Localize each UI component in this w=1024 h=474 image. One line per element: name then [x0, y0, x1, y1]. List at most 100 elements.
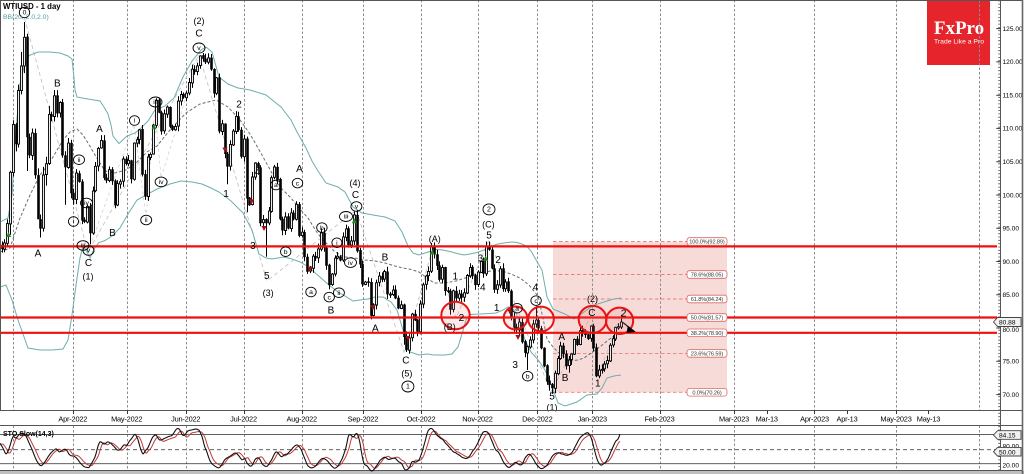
svg-text:Dec-2022: Dec-2022 [522, 415, 553, 424]
svg-text:Mar-2023: Mar-2023 [719, 415, 749, 424]
svg-text:(2): (2) [587, 294, 598, 304]
svg-text:(1): (1) [547, 403, 558, 413]
svg-text:i: i [336, 240, 338, 247]
svg-text:95.00: 95.00 [1003, 226, 1020, 233]
svg-text:2: 2 [236, 100, 242, 111]
svg-text:Mar-13: Mar-13 [756, 415, 778, 424]
svg-text:STO Slow(14,3): STO Slow(14,3) [3, 431, 54, 438]
svg-text:a: a [515, 305, 519, 312]
svg-text:5: 5 [549, 392, 555, 403]
svg-text:23.6%(76.59): 23.6%(76.59) [691, 352, 724, 358]
svg-text:100.0%(92.89): 100.0%(92.89) [689, 240, 725, 246]
svg-text:B: B [328, 306, 335, 317]
svg-text:B: B [562, 373, 569, 384]
svg-text:(B): (B) [444, 322, 456, 332]
svg-text:iii: iii [81, 243, 86, 250]
svg-text:5: 5 [486, 230, 492, 241]
svg-text:Nov-2022: Nov-2022 [462, 415, 493, 424]
svg-text:110.00: 110.00 [1003, 126, 1023, 133]
svg-text:2: 2 [621, 309, 627, 320]
svg-text:b: b [284, 249, 288, 256]
svg-text:Apr-13: Apr-13 [837, 415, 858, 424]
svg-text:3: 3 [250, 241, 256, 252]
svg-text:iii: iii [153, 99, 158, 106]
svg-text:(A): (A) [429, 234, 441, 244]
svg-text:Jun-2022: Jun-2022 [171, 415, 200, 424]
svg-text:(5): (5) [401, 369, 412, 379]
svg-text:78.6%(88.05): 78.6%(88.05) [691, 273, 724, 279]
svg-text:Jul-2022: Jul-2022 [230, 415, 257, 424]
svg-text:1: 1 [223, 189, 229, 200]
svg-text:B: B [54, 79, 61, 90]
svg-text:50.0%(81.57): 50.0%(81.57) [691, 316, 724, 322]
svg-text:80.00: 80.00 [1003, 443, 1020, 450]
svg-text:b: b [320, 225, 324, 232]
svg-text:iv: iv [348, 260, 354, 267]
svg-text:38.2%(78.90): 38.2%(78.90) [691, 331, 724, 337]
svg-text:C: C [195, 29, 202, 40]
svg-text:125.00: 125.00 [1003, 26, 1024, 33]
svg-text:Apr-2023: Apr-2023 [800, 415, 829, 424]
svg-text:100.00: 100.00 [1003, 192, 1024, 199]
svg-text:A: A [96, 124, 103, 135]
svg-text:WTIUSD - 1 day: WTIUSD - 1 day [3, 2, 61, 11]
svg-text:80.00: 80.00 [1003, 327, 1020, 334]
svg-text:115.00: 115.00 [1003, 92, 1023, 99]
svg-text:20.00: 20.00 [1003, 463, 1020, 470]
svg-text:80.88: 80.88 [999, 320, 1016, 327]
svg-text:b: b [526, 373, 530, 380]
svg-text:A: A [35, 249, 42, 260]
svg-text:84.15: 84.15 [999, 433, 1016, 440]
svg-text:Oct-2022: Oct-2022 [407, 415, 436, 424]
svg-text:iii: iii [344, 214, 349, 221]
svg-text:70.00: 70.00 [1003, 392, 1020, 399]
svg-text:May-2022: May-2022 [111, 415, 142, 424]
svg-text:B: B [109, 228, 116, 239]
svg-text:Sep-2022: Sep-2022 [348, 415, 379, 424]
svg-text:a: a [274, 182, 278, 189]
svg-text:c: c [534, 298, 538, 305]
svg-text:C: C [402, 355, 409, 366]
svg-text:FxPro: FxPro [934, 18, 984, 39]
svg-text:Aug-2022: Aug-2022 [286, 415, 317, 424]
svg-text:May-2023: May-2023 [880, 415, 911, 424]
svg-text:B: B [382, 252, 389, 263]
svg-text:C: C [85, 258, 92, 269]
svg-text:C: C [352, 190, 359, 201]
svg-text:3: 3 [512, 360, 518, 371]
svg-text:1: 1 [406, 384, 410, 391]
svg-text:50.00: 50.00 [999, 449, 1016, 456]
svg-text:C: C [588, 308, 595, 319]
svg-text:90.00: 90.00 [1003, 259, 1020, 266]
svg-text:BB(20, 2.0,2.0): BB(20, 2.0,2.0) [3, 14, 49, 21]
svg-text:i: i [73, 219, 75, 226]
svg-text:a: a [309, 289, 313, 296]
svg-text:2: 2 [459, 313, 465, 324]
svg-text:Feb-2023: Feb-2023 [644, 415, 674, 424]
svg-text:1: 1 [595, 378, 601, 389]
svg-text:c: c [296, 180, 300, 187]
svg-text:iv: iv [159, 179, 165, 186]
svg-text:v: v [197, 45, 201, 52]
svg-text:ii: ii [77, 157, 81, 164]
svg-text:A: A [372, 324, 379, 335]
svg-text:120.00: 120.00 [1003, 59, 1024, 66]
svg-text:A: A [558, 332, 565, 343]
svg-text:(2): (2) [194, 16, 205, 26]
svg-text:105.00: 105.00 [1003, 159, 1024, 166]
svg-text:0: 0 [23, 10, 27, 17]
svg-text:4: 4 [255, 167, 261, 178]
svg-text:v: v [87, 248, 91, 255]
svg-text:ii: ii [337, 290, 341, 297]
svg-text:1: 1 [494, 303, 500, 314]
svg-text:Trade Like a Pro: Trade Like a Pro [934, 39, 984, 46]
svg-text:(3): (3) [263, 288, 274, 298]
svg-text:4: 4 [533, 282, 539, 293]
svg-text:A: A [296, 164, 303, 175]
svg-text:4: 4 [480, 282, 486, 293]
svg-text:ii: ii [145, 217, 149, 224]
svg-text:Jan-2023: Jan-2023 [578, 415, 607, 424]
svg-text:Apr-2022: Apr-2022 [58, 415, 87, 424]
svg-text:3: 3 [478, 253, 484, 264]
svg-text:85.00: 85.00 [1003, 292, 1020, 299]
